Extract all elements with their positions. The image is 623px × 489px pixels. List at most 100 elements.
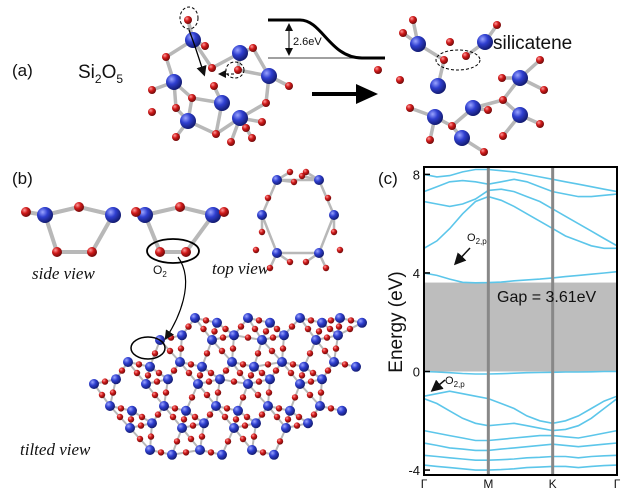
atoms [252, 168, 344, 272]
o-atom [167, 334, 175, 341]
upper-band-arrow [453, 247, 471, 266]
o-atom [74, 202, 84, 212]
si-atom [317, 374, 327, 385]
o2-pointer-arrow [164, 256, 187, 340]
o-atom [255, 378, 263, 385]
o-atom [222, 325, 229, 333]
si-atom [257, 335, 267, 345]
o-atom [98, 391, 106, 399]
o-atom [191, 413, 199, 421]
si-atom [175, 357, 185, 367]
barrier-energy-label: 2.6eV [293, 36, 322, 48]
o-atom [224, 438, 232, 445]
panel-b: (b) side view O2 top view tilted view [12, 168, 367, 460]
si-atom [247, 445, 257, 455]
o-atom [290, 178, 298, 186]
o-atom [237, 323, 245, 330]
o-atom [188, 394, 196, 401]
o-atom [269, 334, 277, 341]
o-atom [426, 136, 434, 144]
o-atom [273, 325, 281, 333]
si-atom [163, 374, 173, 385]
o-atom [295, 413, 303, 421]
o-atom [498, 74, 506, 82]
si-atom [227, 357, 237, 367]
o-atom [222, 367, 230, 374]
o-atom [279, 345, 287, 352]
o-atom [162, 53, 170, 61]
o-atom [137, 422, 145, 429]
si-atom [127, 405, 137, 416]
o-atom [181, 247, 191, 257]
o-atom [153, 378, 161, 385]
si-atom [512, 107, 528, 123]
o-atom [208, 64, 216, 72]
o-atom [202, 317, 210, 324]
si-atom [214, 95, 230, 111]
o-atom [307, 317, 315, 324]
o-atom [286, 168, 294, 176]
side-view-label: side view [32, 264, 95, 283]
band-3 [424, 188, 617, 247]
o-atom [162, 389, 170, 396]
si-atom [311, 335, 321, 345]
o-atom [399, 29, 407, 37]
o-atom [196, 372, 204, 379]
tilted-view-label: tilted view [20, 440, 91, 459]
o-atom [332, 345, 340, 352]
o-atom [284, 416, 292, 423]
o-atom [406, 104, 414, 112]
si-atom [166, 74, 182, 90]
o2-pair-highlight [435, 49, 481, 71]
o-atom [322, 264, 330, 272]
o-atom [52, 247, 62, 257]
target-site-highlight [225, 61, 245, 79]
bonds [24, 205, 226, 254]
si-atom [279, 330, 289, 341]
si-atom [303, 418, 313, 429]
panel-b-label: (b) [12, 169, 33, 188]
o-atom [298, 372, 306, 379]
o-atom [275, 405, 283, 412]
o-atom [306, 391, 314, 399]
y-tick-label: 8 [413, 167, 420, 182]
si-atom [295, 379, 305, 389]
o-atom [243, 413, 251, 421]
o-atom [189, 422, 197, 429]
si-atom [357, 317, 367, 328]
bond [317, 213, 336, 255]
o-atom [144, 372, 152, 379]
lower-band-arrow [430, 379, 446, 392]
si-atom [329, 357, 339, 367]
o-atom [258, 369, 266, 377]
si-atom [272, 175, 282, 185]
o-atom [239, 361, 247, 368]
x-tick-label: Γ [614, 477, 621, 489]
o-atom [185, 323, 192, 330]
o-atom [148, 108, 156, 116]
o-atom [205, 378, 213, 385]
o-atom [484, 106, 492, 114]
bands [424, 168, 617, 471]
o-atom [448, 122, 456, 130]
si-atom [281, 423, 291, 433]
x-tick-label: K [549, 477, 557, 489]
o-atom [184, 16, 192, 24]
band-11 [424, 454, 617, 461]
si-atom [351, 361, 361, 372]
o-atom [264, 361, 272, 368]
x-tick-label: M [483, 477, 493, 489]
o-atom [218, 347, 226, 355]
atoms [374, 16, 548, 156]
o-atom [147, 433, 155, 440]
top-view-molecule [252, 168, 344, 272]
o-atom [118, 367, 126, 374]
o-atom [276, 438, 284, 445]
o-atom [201, 42, 209, 50]
o-atom [286, 258, 294, 266]
o-atom [219, 334, 227, 341]
si-atom [207, 335, 217, 345]
o-atom [409, 16, 417, 24]
o-atom [258, 228, 266, 236]
si-atom [193, 379, 203, 389]
